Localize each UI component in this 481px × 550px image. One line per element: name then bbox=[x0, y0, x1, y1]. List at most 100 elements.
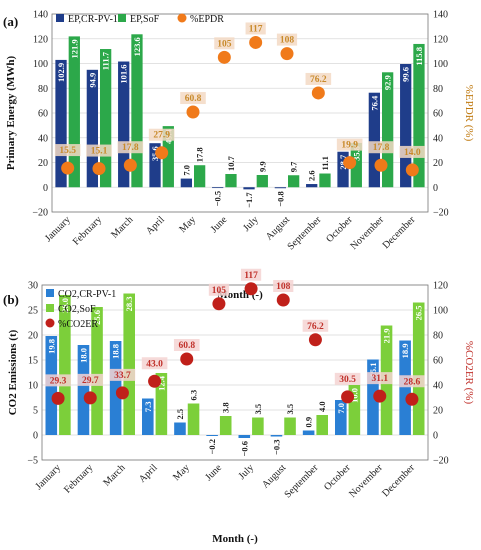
bar-series1-march bbox=[109, 341, 122, 435]
bar-series2-march bbox=[123, 293, 135, 435]
y-right-tick-label: 0 bbox=[433, 431, 438, 442]
data-label-series1: 0.9 bbox=[304, 417, 314, 428]
bar-series2-october bbox=[350, 142, 362, 188]
marker-label-box bbox=[305, 72, 332, 85]
data-label-series1: 7.3 bbox=[143, 402, 153, 413]
bar-series1-july bbox=[238, 435, 251, 438]
marker-data-label: 15.1 bbox=[91, 147, 108, 157]
bar-series2-november bbox=[382, 72, 394, 188]
bar-series2-january bbox=[59, 295, 71, 435]
x-tick-label: August bbox=[264, 214, 292, 242]
data-label-series2: 9.7 bbox=[289, 161, 299, 172]
bar-series1-february bbox=[77, 345, 90, 435]
marker-data-label: 105 bbox=[212, 286, 227, 296]
marker-data-label: 76.2 bbox=[310, 75, 327, 85]
marker-point-october bbox=[341, 390, 355, 404]
data-label-series2: 17.8 bbox=[195, 147, 205, 162]
data-label-series2: 121.9 bbox=[69, 39, 79, 58]
legend-swatch bbox=[46, 304, 54, 312]
marker-point-april bbox=[155, 146, 169, 160]
x-tick-label: February bbox=[71, 214, 104, 247]
bar-series2-june bbox=[225, 174, 237, 188]
bar-series1-june bbox=[212, 187, 224, 189]
legend-swatch bbox=[45, 318, 55, 328]
y-right-tick-label: 80 bbox=[433, 84, 443, 95]
bar-series1-april bbox=[149, 143, 161, 188]
marker-data-label: 30.5 bbox=[339, 375, 356, 385]
x-tick-label: June bbox=[209, 214, 230, 235]
x-tick-label: October bbox=[324, 214, 355, 245]
data-label-series1: 18.0 bbox=[78, 348, 88, 363]
bar-series1-august bbox=[274, 187, 286, 189]
x-tick-label: September bbox=[285, 214, 323, 252]
y-tick-label: 100 bbox=[33, 59, 48, 70]
legend-label: CO2,CR-PV-1 bbox=[58, 289, 116, 300]
marker-label-box bbox=[399, 375, 425, 388]
marker-point-november bbox=[374, 158, 388, 172]
bar-series2-august bbox=[284, 417, 296, 435]
x-tick-label: January bbox=[43, 214, 73, 244]
marker-point-april bbox=[148, 374, 162, 388]
marker-data-label: 19.9 bbox=[341, 141, 358, 151]
legend-swatch bbox=[118, 14, 126, 22]
marker-point-september bbox=[311, 86, 325, 100]
marker-label-box bbox=[336, 138, 363, 151]
bar-series1-february bbox=[86, 69, 98, 188]
data-label-series2: 10.7 bbox=[226, 155, 236, 171]
y-right-tick-label: 100 bbox=[433, 59, 448, 70]
chart-panel-2: −5 0 5 10 15 20 25 30 −20 0 20 40 60 80 100 120 19.8 28.0… bbox=[3, 268, 475, 545]
marker-label-box bbox=[141, 357, 168, 370]
bar-series1-december bbox=[399, 340, 411, 435]
data-label-series2: 3.8 bbox=[221, 402, 231, 413]
y-tick-label: 10 bbox=[28, 381, 38, 392]
bar-series2-february bbox=[91, 307, 103, 435]
x-tick-label: March bbox=[101, 462, 127, 488]
x-tick-label: July bbox=[241, 214, 261, 234]
y-tick-label: 0 bbox=[43, 183, 48, 194]
data-label-series1: 76.4 bbox=[369, 95, 379, 111]
bar-series2-may bbox=[187, 403, 200, 435]
bar-series1-may bbox=[174, 422, 186, 435]
marker-point-november bbox=[373, 389, 387, 403]
data-label-series1: 102.9 bbox=[56, 63, 66, 82]
data-label-series2: 123.6 bbox=[132, 37, 142, 56]
marker-data-label: 43.0 bbox=[146, 359, 163, 369]
legend-label: CO2,SoF bbox=[58, 304, 96, 315]
data-label-series1: 18.9 bbox=[400, 344, 410, 359]
data-label-series1: −0.5 bbox=[213, 191, 223, 206]
data-label-series2: 92.9 bbox=[383, 75, 393, 90]
legend-label: EP,CR-PV-1 bbox=[68, 14, 118, 25]
y-right-tick-label: 120 bbox=[433, 34, 448, 45]
data-label-series1: 28.7 bbox=[338, 154, 348, 170]
data-label-series2: 21.9 bbox=[382, 329, 392, 344]
marker-label-box bbox=[240, 268, 262, 281]
marker-label-box bbox=[302, 319, 329, 332]
panel-label: (b) bbox=[3, 292, 19, 307]
y-right-tick-label: 20 bbox=[433, 158, 443, 169]
data-label-series2: 9.9 bbox=[257, 161, 267, 172]
y-right-axis-label: %EPDR (%) bbox=[463, 85, 475, 142]
data-label-series1: −0.6 bbox=[239, 441, 249, 456]
legend-label: %CO2ER bbox=[58, 319, 98, 330]
data-label-series2: 28.3 bbox=[124, 297, 134, 312]
marker-label-box bbox=[366, 372, 393, 385]
y-right-tick-label: −20 bbox=[433, 208, 449, 219]
marker-label-box bbox=[117, 141, 144, 154]
marker-label-box bbox=[173, 339, 200, 351]
x-tick-label: April bbox=[137, 462, 160, 485]
bar-series2-december bbox=[412, 302, 425, 435]
y-axis-label: Primary Energy (MWh) bbox=[5, 56, 17, 171]
bar-series1-december bbox=[400, 63, 412, 188]
data-label-series1: 99.6 bbox=[401, 67, 411, 82]
data-label-series1: 101.6 bbox=[119, 65, 129, 84]
marker-data-label: 31.1 bbox=[371, 374, 388, 384]
marker-label-box bbox=[399, 145, 426, 158]
y-tick-label: 30 bbox=[28, 281, 38, 292]
data-label-series2: 111.7 bbox=[101, 51, 111, 70]
data-label-series2: 4.0 bbox=[317, 401, 327, 412]
data-label-series1: 7.0 bbox=[181, 165, 191, 176]
data-label-series2: 26.5 bbox=[414, 306, 424, 321]
data-label-series2: 10.0 bbox=[349, 388, 359, 403]
marker-data-label: 105 bbox=[217, 39, 232, 49]
y-right-tick-label: 0 bbox=[433, 183, 438, 194]
